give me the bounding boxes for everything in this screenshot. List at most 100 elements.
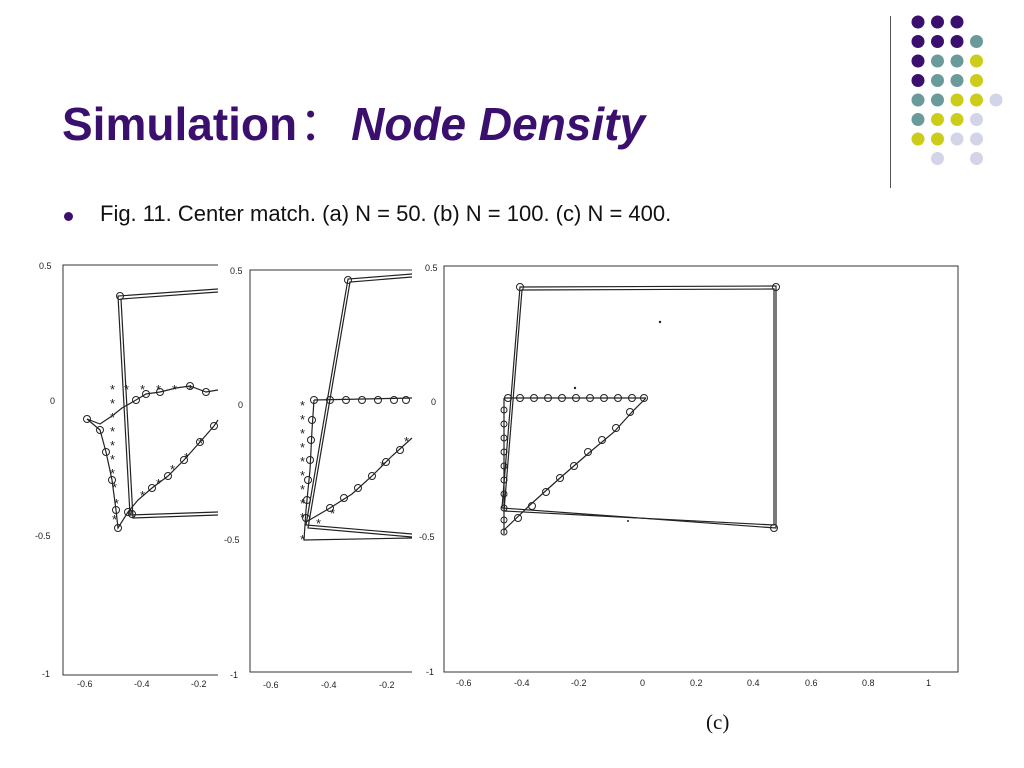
decor-dot bbox=[911, 15, 925, 29]
svg-text:*: * bbox=[114, 496, 119, 511]
decor-dot bbox=[911, 132, 925, 146]
panel-a-stars: * * * * * *** **** **** **** bbox=[110, 382, 203, 527]
svg-text:*: * bbox=[300, 398, 305, 413]
c-ytick-0: 0.5 bbox=[425, 263, 438, 273]
a-xtick-1: -0.4 bbox=[134, 679, 150, 689]
svg-text:*: * bbox=[110, 438, 115, 453]
decor-dot bbox=[911, 74, 925, 87]
decor-dot bbox=[911, 93, 925, 107]
decor-dot bbox=[931, 74, 944, 87]
decor-dot bbox=[931, 35, 944, 48]
c-ytick-2: -0.5 bbox=[419, 532, 435, 542]
a-xtick-2: -0.2 bbox=[191, 679, 207, 689]
svg-text:*: * bbox=[300, 468, 305, 483]
subfigure-label-c: (c) bbox=[706, 710, 730, 734]
bullet-dot bbox=[64, 212, 73, 221]
b-ytick-1: 0 bbox=[238, 400, 243, 410]
title-emphasis: Node Density bbox=[351, 98, 646, 150]
b-ytick-2: -0.5 bbox=[224, 535, 240, 545]
svg-text:*: * bbox=[300, 510, 305, 525]
decor-dot bbox=[931, 15, 944, 29]
svg-text:*: * bbox=[404, 434, 409, 449]
c-xtick-2: -0.2 bbox=[571, 678, 587, 688]
svg-text:*: * bbox=[330, 506, 335, 521]
decor-dot bbox=[950, 35, 964, 48]
decor-dot bbox=[931, 54, 944, 68]
panel-c-frame bbox=[443, 265, 959, 673]
decor-dot bbox=[911, 113, 925, 126]
panel-c-markers bbox=[500, 283, 780, 536]
svg-text:*: * bbox=[380, 458, 385, 473]
svg-text:*: * bbox=[170, 462, 175, 477]
panel-a-markers bbox=[83, 292, 218, 532]
decor-dot bbox=[970, 152, 983, 165]
svg-text:*: * bbox=[140, 488, 145, 503]
svg-text:*: * bbox=[188, 382, 193, 397]
c-xtick-7: 0.8 bbox=[862, 678, 875, 688]
c-xtick-3: 0 bbox=[640, 678, 645, 688]
decor-dot bbox=[931, 132, 944, 146]
decor-dot bbox=[911, 35, 925, 48]
svg-text:*: * bbox=[110, 410, 115, 425]
panel-c-ticks: 0.5 0 -0.5 -1 -0.6 -0.4 -0.2 0 0.2 0.4 0… bbox=[419, 263, 931, 688]
a-ytick-0: 0.5 bbox=[39, 261, 52, 271]
svg-text:*: * bbox=[300, 532, 305, 547]
svg-text:*: * bbox=[172, 382, 177, 397]
svg-text:*: * bbox=[140, 382, 145, 397]
svg-text:*: * bbox=[316, 516, 321, 531]
panel-b-stars: **** **** **** ** bbox=[300, 398, 409, 547]
panel-b-curves bbox=[303, 273, 413, 541]
svg-text:*: * bbox=[300, 426, 305, 441]
c-xtick-5: 0.4 bbox=[747, 678, 760, 688]
figure-caption: Fig. 11. Center match. (a) N = 50. (b) N… bbox=[100, 201, 672, 226]
b-xtick-2: -0.2 bbox=[379, 680, 395, 690]
svg-text:*: * bbox=[300, 482, 305, 497]
decor-dot bbox=[950, 93, 964, 107]
svg-text:*: * bbox=[110, 396, 115, 411]
decor-dot bbox=[950, 54, 964, 68]
panel-c: 0.5 0 -0.5 -1 -0.6 -0.4 -0.2 0 0.2 0.4 0… bbox=[419, 263, 959, 688]
svg-text:*: * bbox=[110, 424, 115, 439]
svg-text:*: * bbox=[198, 436, 203, 451]
c-xtick-6: 0.6 bbox=[805, 678, 818, 688]
svg-text:*: * bbox=[110, 382, 115, 397]
b-ytick-3: -1 bbox=[230, 670, 238, 680]
panel-b-markers bbox=[302, 276, 410, 522]
c-ytick-1: 0 bbox=[431, 397, 436, 407]
svg-text:*: * bbox=[300, 440, 305, 455]
title-separator: ： bbox=[299, 98, 346, 150]
b-ytick-0: 0.5 bbox=[230, 266, 243, 276]
decor-dot bbox=[950, 74, 964, 87]
svg-text:*: * bbox=[124, 382, 129, 397]
panel-a-ticks: 0.5 0 -0.5 -1 -0.6 -0.4 -0.2 bbox=[35, 261, 207, 689]
panel-c-curves bbox=[501, 285, 777, 534]
decor-dot bbox=[970, 74, 983, 87]
decor-dot bbox=[970, 93, 983, 107]
decor-dot bbox=[970, 132, 983, 146]
decor-dot bbox=[970, 113, 983, 126]
panel-a-curves bbox=[86, 288, 219, 530]
panel-c-specks bbox=[573, 320, 662, 522]
panel-a-frame bbox=[62, 264, 218, 676]
b-xtick-1: -0.4 bbox=[321, 680, 337, 690]
svg-text:*: * bbox=[112, 480, 117, 495]
decor-dot bbox=[950, 15, 964, 29]
decor-dot bbox=[911, 54, 925, 68]
panel-a: 0.5 0 -0.5 -1 -0.6 -0.4 -0.2 * * * * * *** bbox=[35, 261, 219, 689]
decor-dot bbox=[950, 113, 964, 126]
svg-text:*: * bbox=[110, 452, 115, 467]
c-xtick-8: 1 bbox=[926, 678, 931, 688]
decor-dot bbox=[970, 35, 983, 48]
svg-text:*: * bbox=[156, 476, 161, 491]
svg-text:*: * bbox=[300, 454, 305, 469]
c-xtick-0: -0.6 bbox=[456, 678, 472, 688]
svg-text:*: * bbox=[112, 512, 117, 527]
panel-b: 0.5 0 -0.5 -1 -0.6 -0.4 -0.2 **** **** bbox=[224, 266, 413, 690]
a-ytick-3: -1 bbox=[42, 669, 50, 679]
a-ytick-2: -0.5 bbox=[35, 531, 51, 541]
decor-dot bbox=[931, 152, 944, 165]
a-xtick-0: -0.6 bbox=[77, 679, 93, 689]
panel-b-ticks: 0.5 0 -0.5 -1 -0.6 -0.4 -0.2 bbox=[224, 266, 395, 690]
svg-text:*: * bbox=[300, 412, 305, 427]
decor-dot bbox=[989, 93, 1003, 107]
